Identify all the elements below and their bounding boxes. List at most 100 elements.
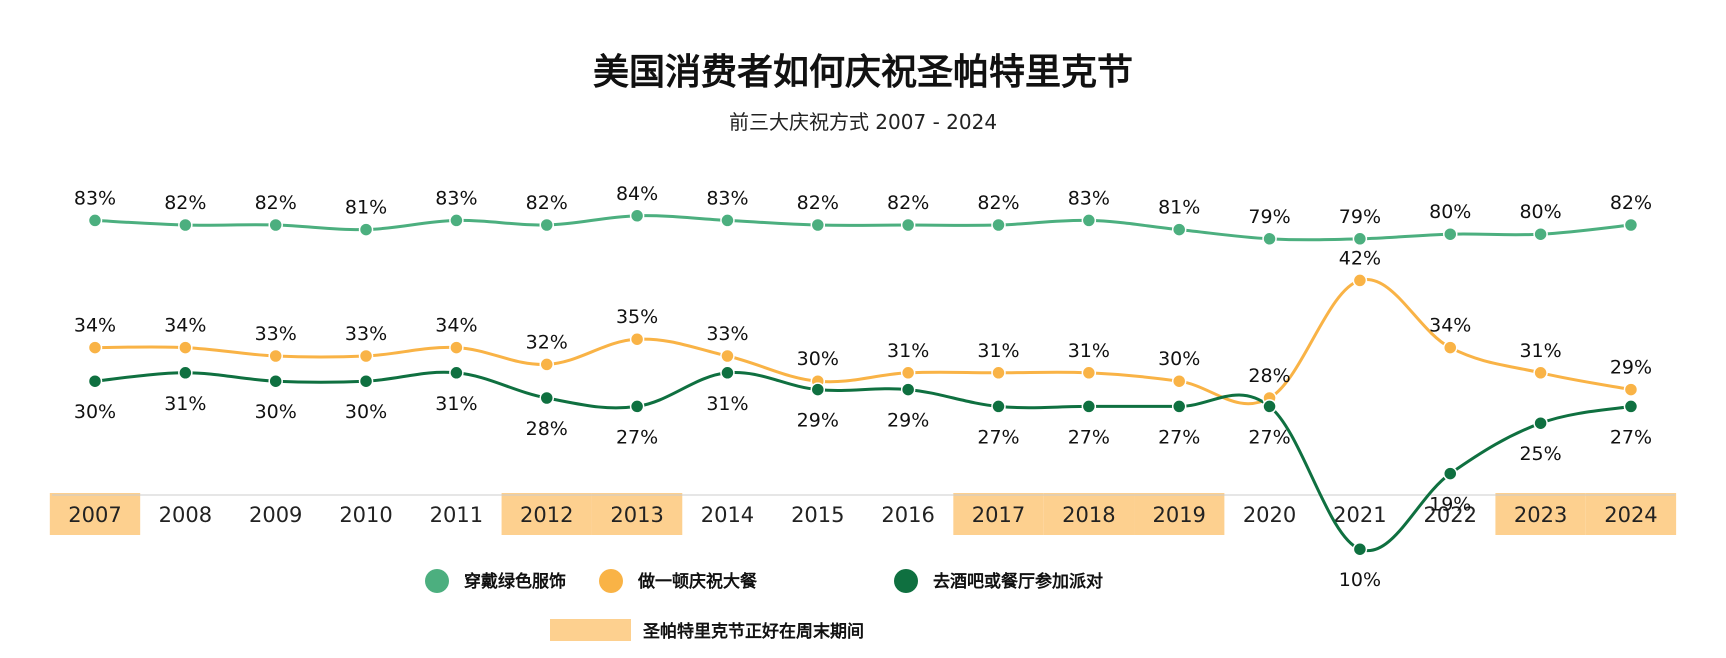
data-label-s0-2014: 83%	[706, 187, 748, 209]
point-s1-2010	[358, 348, 374, 364]
data-label-s0-2012: 82%	[526, 192, 568, 214]
point-s1-2008	[178, 340, 193, 355]
data-label-s1-2024: 29%	[1610, 357, 1652, 379]
data-label-s1-2014: 33%	[706, 323, 748, 345]
data-label-s0-2022: 80%	[1429, 201, 1471, 223]
data-label-s1-2010: 33%	[345, 323, 387, 345]
legend-marker-2	[894, 569, 918, 593]
point-s0-2010	[358, 222, 374, 237]
point-s2-2014	[720, 365, 735, 381]
point-s2-2020	[1262, 399, 1277, 414]
highlight-box-2019	[1134, 493, 1225, 535]
data-label-s0-2017: 82%	[977, 192, 1019, 214]
point-s1-2018	[1081, 365, 1097, 381]
x-tick-2015: 2015	[791, 503, 844, 527]
chart-subtitle: 前三大庆祝方式 2007 - 2024	[729, 110, 997, 134]
point-s1-2017	[991, 365, 1006, 381]
point-s1-2011	[449, 340, 464, 355]
point-s1-2009	[268, 348, 283, 364]
point-s0-2009	[268, 217, 283, 233]
point-s0-2023	[1533, 226, 1548, 242]
point-s0-2013	[629, 208, 645, 224]
data-label-s1-2015: 30%	[797, 348, 839, 370]
legend-label-0: 穿戴绿色服饰	[464, 571, 566, 592]
data-label-s0-2008: 82%	[164, 192, 206, 214]
legend-highlight-swatch	[550, 619, 631, 641]
data-label-s0-2021: 79%	[1339, 206, 1381, 228]
highlight-box-2023	[1495, 493, 1586, 535]
highlight-box-2018	[1043, 493, 1135, 535]
data-label-s0-2013: 84%	[616, 183, 658, 205]
point-s2-2008	[178, 365, 193, 381]
x-tick-2024: 2024	[1604, 503, 1657, 527]
x-tick-2020: 2020	[1243, 503, 1296, 527]
point-s1-2007	[87, 340, 103, 355]
x-tick-2021: 2021	[1333, 503, 1386, 527]
point-s0-2022	[1443, 226, 1458, 242]
legend-label-1: 做一顿庆祝大餐	[637, 571, 758, 592]
point-s0-2017	[991, 217, 1006, 233]
data-label-s1-2007: 34%	[74, 315, 116, 337]
data-label-s0-2010: 81%	[345, 197, 387, 219]
data-label-s1-2017: 31%	[977, 340, 1019, 362]
data-label-s2-2017: 27%	[977, 426, 1019, 448]
point-s0-2014	[720, 213, 735, 228]
data-label-s1-2011: 34%	[435, 315, 477, 337]
point-s0-2012	[539, 217, 554, 233]
point-s1-2012	[539, 357, 554, 372]
data-label-s2-2010: 30%	[345, 401, 387, 423]
data-label-s1-2018: 31%	[1068, 340, 1110, 362]
data-label-s0-2019: 81%	[1158, 197, 1200, 219]
point-s0-2019	[1171, 222, 1187, 237]
point-s1-2013	[629, 331, 645, 347]
data-label-s2-2011: 31%	[435, 393, 477, 415]
data-label-s2-2015: 29%	[797, 410, 839, 432]
data-label-s0-2009: 82%	[255, 192, 297, 214]
data-label-s1-2022: 34%	[1429, 315, 1471, 337]
series-lines	[93, 214, 1633, 553]
x-tick-2019: 2019	[1152, 503, 1205, 527]
data-label-s2-2020: 27%	[1248, 426, 1290, 448]
point-s2-2013	[629, 399, 645, 414]
data-label-s2-2018: 27%	[1068, 426, 1110, 448]
point-s1-2019	[1171, 373, 1187, 389]
x-tick-2018: 2018	[1062, 503, 1115, 527]
highlight-box-2013	[591, 493, 683, 535]
point-s2-2011	[449, 365, 464, 381]
data-label-s1-2008: 34%	[164, 315, 206, 337]
point-s2-2009	[268, 373, 283, 389]
x-tick-2009: 2009	[249, 503, 302, 527]
point-s2-2010	[358, 373, 374, 389]
point-s0-2015	[810, 217, 826, 233]
highlight-box-2024	[1585, 493, 1677, 535]
point-s2-2023	[1533, 415, 1548, 431]
data-label-s1-2009: 33%	[255, 323, 297, 345]
point-s2-2007	[87, 373, 103, 389]
data-label-s1-2019: 30%	[1158, 348, 1200, 370]
point-s2-2024	[1623, 399, 1639, 414]
legend-marker-1	[599, 569, 623, 593]
chart-title: 美国消费者如何庆祝圣帕特里克节	[593, 52, 1133, 93]
data-label-s0-2011: 83%	[435, 187, 477, 209]
point-s2-2022	[1443, 466, 1458, 481]
legend-highlight-label: 圣帕特里克节正好在周末期间	[643, 621, 864, 642]
series-points	[87, 208, 1639, 557]
point-s0-2020	[1262, 231, 1277, 247]
point-s2-2017	[991, 399, 1006, 414]
data-label-s1-2013: 35%	[616, 306, 658, 328]
highlight-box-2012	[501, 493, 592, 535]
point-s1-2016	[900, 365, 916, 381]
point-s0-2007	[87, 213, 103, 228]
point-s2-2021	[1352, 541, 1368, 557]
x-tick-2012: 2012	[520, 503, 573, 527]
point-s1-2021	[1352, 273, 1368, 288]
data-label-s2-2007: 30%	[74, 401, 116, 423]
data-label-s2-2009: 30%	[255, 401, 297, 423]
point-s2-2019	[1171, 399, 1187, 414]
point-s2-2016	[900, 382, 916, 397]
data-label-s0-2015: 82%	[797, 192, 839, 214]
data-label-s2-2024: 27%	[1610, 426, 1652, 448]
highlight-box-2007	[49, 493, 141, 535]
data-labels: 83% 82% 82% 81% 83% 82% 84% 83% 82% 82% 82% 83% 81% 7…	[74, 183, 1652, 591]
